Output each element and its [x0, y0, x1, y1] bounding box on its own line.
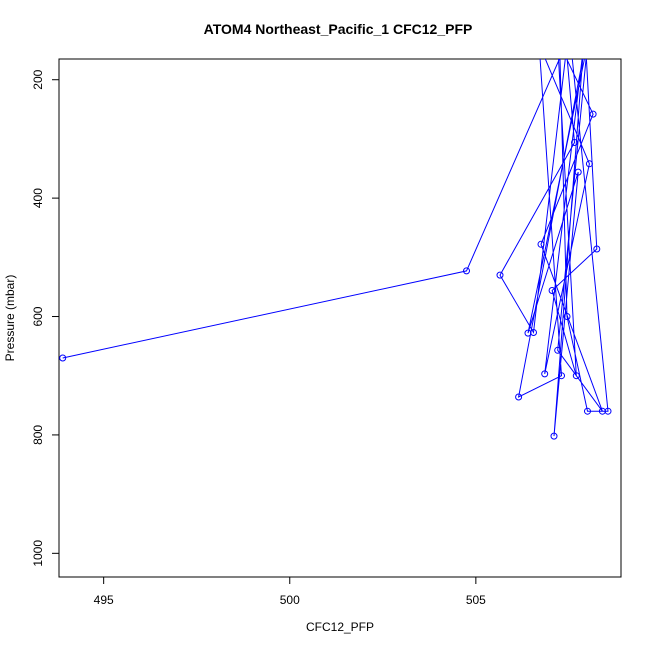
data-point — [585, 41, 591, 47]
data-point — [584, 407, 591, 415]
data-point — [593, 245, 601, 253]
y-tick-label: 1000 — [31, 540, 45, 567]
data-point — [558, 372, 565, 380]
data-point — [574, 168, 582, 176]
data-point — [604, 407, 612, 415]
y-axis: 200 400 600 800 1000 — [31, 69, 59, 567]
data-point — [572, 372, 580, 380]
y-tick-label: 200 — [31, 69, 45, 89]
data-point — [589, 110, 597, 118]
data-point — [541, 370, 549, 378]
data-point — [554, 346, 562, 354]
data-point — [564, 41, 570, 47]
data-point — [463, 267, 470, 275]
chart-title: ATOM4 Northeast_Pacific_1 CFC12_PFP — [204, 21, 473, 37]
data-point — [585, 160, 593, 168]
x-tick-label: 505 — [466, 593, 486, 607]
data-point — [568, 41, 574, 47]
series-line — [62, 59, 609, 437]
data-point — [59, 354, 67, 362]
data-point — [548, 287, 556, 294]
data-point — [550, 432, 558, 440]
plot-frame — [58, 58, 622, 578]
data-point — [581, 41, 587, 47]
y-tick-label: 400 — [31, 188, 45, 208]
data-point — [537, 240, 545, 248]
x-axis: 495 500 505 — [94, 577, 486, 607]
data-point — [524, 329, 532, 337]
x-tick-label: 500 — [280, 593, 300, 607]
data-point — [496, 271, 504, 279]
y-axis-label: Pressure (mbar) — [3, 275, 17, 362]
y-tick-label: 600 — [31, 306, 45, 326]
x-axis-label: CFC12_PFP — [306, 620, 374, 634]
data-point — [557, 41, 563, 47]
y-tick-label: 800 — [31, 425, 45, 445]
data-point — [515, 393, 523, 401]
data-point — [555, 41, 561, 47]
data-point — [563, 41, 569, 47]
x-tick-label: 495 — [94, 593, 114, 607]
data-point — [557, 41, 563, 47]
series-layer — [59, 41, 612, 440]
data-point — [536, 41, 542, 47]
data-point — [583, 41, 589, 47]
data-point — [563, 313, 571, 320]
data-point — [571, 139, 578, 146]
